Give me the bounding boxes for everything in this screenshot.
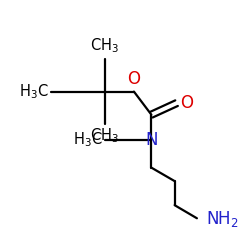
Text: O: O	[180, 94, 194, 112]
Text: N: N	[145, 131, 158, 149]
Text: CH$_3$: CH$_3$	[90, 126, 119, 145]
Text: H$_3$C: H$_3$C	[73, 130, 103, 149]
Text: CH$_3$: CH$_3$	[90, 36, 119, 55]
Text: NH$_2$: NH$_2$	[206, 209, 238, 229]
Text: H$_3$C: H$_3$C	[19, 82, 49, 101]
Text: O: O	[128, 70, 140, 88]
